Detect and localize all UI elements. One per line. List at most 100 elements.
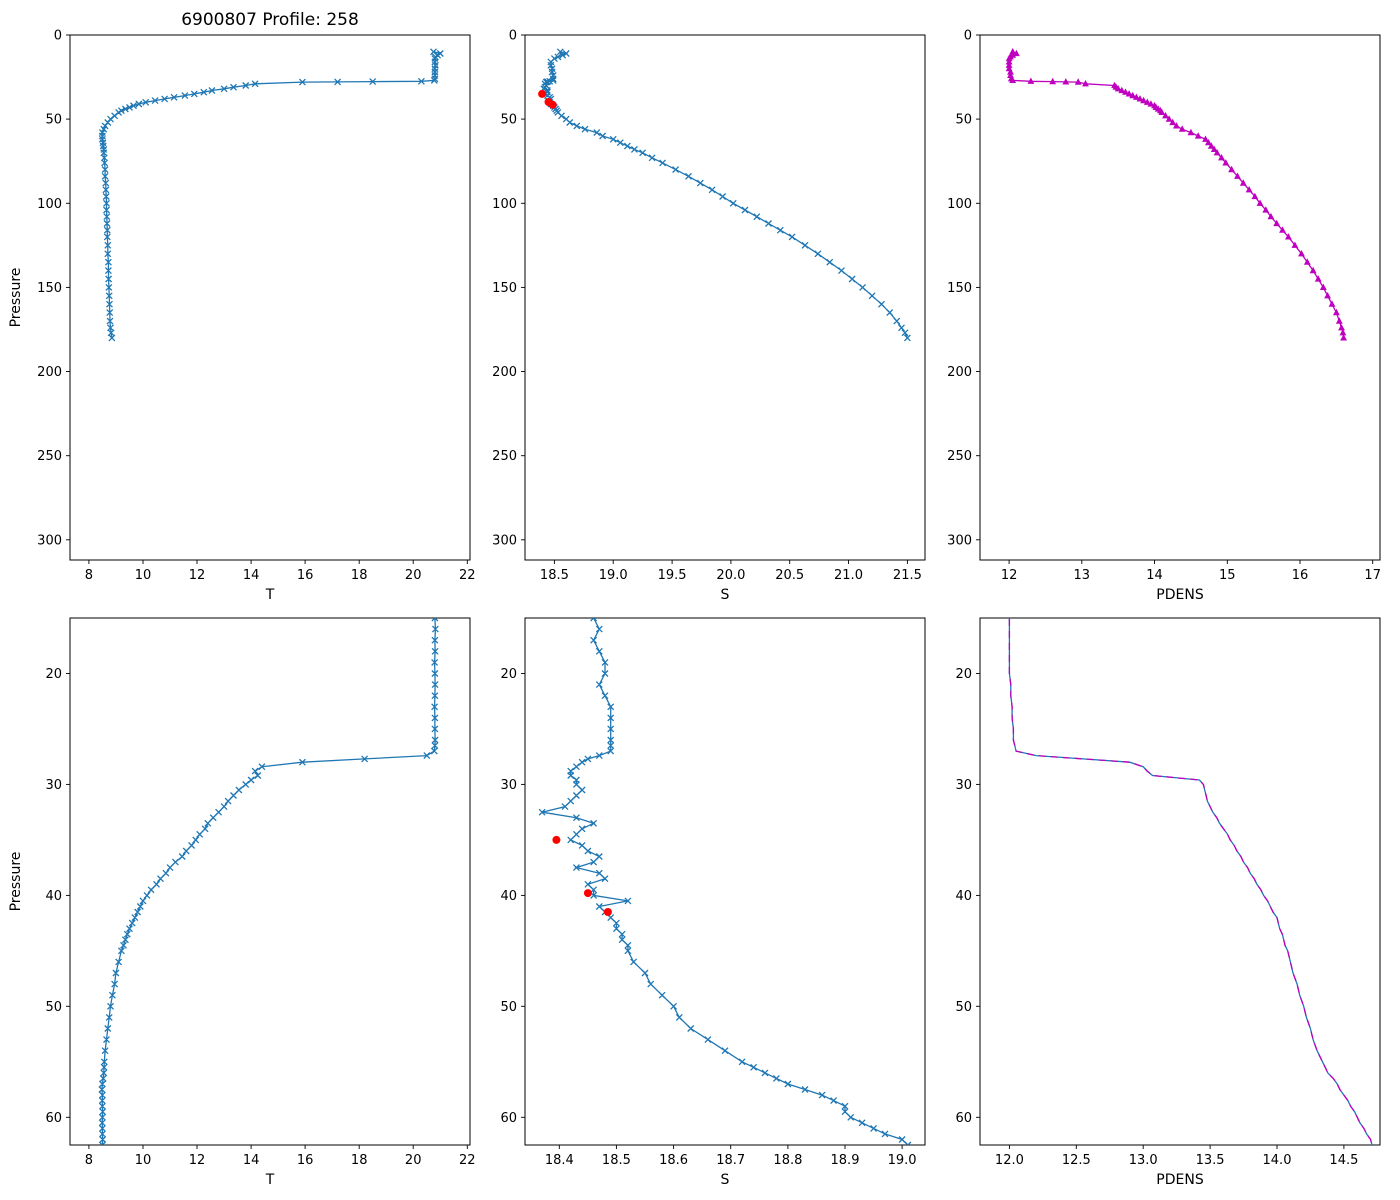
y-tick-label: 50 bbox=[45, 113, 62, 128]
y-tick-label: 30 bbox=[955, 778, 972, 793]
axes-frame bbox=[524, 34, 926, 561]
x-tick-label: 13.0 bbox=[1129, 1153, 1158, 1168]
markers-x bbox=[538, 618, 912, 1145]
x-tick-label: 19.0 bbox=[599, 568, 628, 583]
x-tick-label: 16 bbox=[297, 1153, 314, 1168]
y-tick-label: 20 bbox=[45, 667, 62, 682]
x-tick-label: 12 bbox=[189, 568, 206, 583]
y-tick-label: 50 bbox=[955, 1000, 972, 1015]
markers-triangle-up bbox=[1005, 48, 1347, 341]
x-tick-label: 13.5 bbox=[1196, 1153, 1225, 1168]
y-tick-label: 30 bbox=[500, 778, 517, 793]
panel-salinity-zoom: 18.4 18.5 18.6 18.7 18.8 18.9 19.0 20 30 40 50 60 S bbox=[500, 617, 926, 1188]
y-tick-label: 200 bbox=[947, 365, 972, 380]
marker-circle bbox=[603, 908, 612, 916]
x-tick-label: 18.6 bbox=[659, 1153, 688, 1168]
x-tick-label: 10 bbox=[135, 568, 152, 583]
y-tick-label: 60 bbox=[955, 1111, 972, 1126]
y-tick-label: 150 bbox=[492, 281, 517, 296]
y-tick-label: 150 bbox=[37, 281, 62, 296]
x-tick-label: 20 bbox=[405, 1153, 422, 1168]
series-pdens-profile bbox=[1005, 48, 1347, 341]
x-tick-label: 18.5 bbox=[540, 568, 569, 583]
x-tick-label: 12 bbox=[189, 1153, 206, 1168]
x-tick-label: 18.4 bbox=[545, 1153, 574, 1168]
x-tick-label: 18.9 bbox=[831, 1153, 860, 1168]
y-tick-label: 250 bbox=[492, 449, 517, 464]
x-tick-label: 16 bbox=[297, 568, 314, 583]
pdens-full-x-axis-label: PDENS bbox=[1156, 587, 1204, 603]
series-temperature-profile bbox=[98, 48, 444, 342]
x-tick-label: 18 bbox=[351, 568, 368, 583]
axes-frame bbox=[69, 617, 471, 1146]
axes-frame bbox=[524, 617, 926, 1146]
x-tick-label: 14.5 bbox=[1329, 1153, 1358, 1168]
x-tick-label: 18.8 bbox=[773, 1153, 802, 1168]
y-tick-label: 40 bbox=[955, 889, 972, 904]
x-tick-label: 12 bbox=[1001, 568, 1018, 583]
x-tick-label: 14 bbox=[1146, 568, 1163, 583]
salinity-zoom-x-axis-label: S bbox=[721, 1172, 730, 1188]
y-tick-label: 0 bbox=[54, 29, 62, 44]
x-tick-label: 19.5 bbox=[658, 568, 687, 583]
x-tick-label: 18.7 bbox=[716, 1153, 745, 1168]
y-tick-label: 300 bbox=[947, 533, 972, 548]
y-tick-label: 40 bbox=[45, 889, 62, 904]
panel-salinity-full: 18.5 19.0 19.5 20.0 20.5 21.0 21.5 0 50 100 150 200… bbox=[492, 29, 926, 603]
y-tick-label: 50 bbox=[500, 1000, 517, 1015]
x-tick-label: 13 bbox=[1074, 568, 1091, 583]
y-tick-label: 0 bbox=[509, 29, 517, 44]
x-tick-label: 20 bbox=[405, 568, 422, 583]
figure-title: 6900807 Profile: 258 bbox=[181, 10, 359, 30]
x-tick-label: 19.0 bbox=[888, 1153, 917, 1168]
x-tick-label: 21.5 bbox=[893, 568, 922, 583]
series-salinity-profile bbox=[540, 48, 911, 342]
x-tick-label: 18.5 bbox=[602, 1153, 631, 1168]
series-flagged-salinity-points bbox=[538, 89, 557, 109]
y-tick-label: 20 bbox=[955, 667, 972, 682]
axes-frame bbox=[69, 34, 471, 561]
y-tick-label: 50 bbox=[955, 113, 972, 128]
x-tick-label: 22 bbox=[459, 568, 476, 583]
axes-frame bbox=[979, 617, 1381, 1146]
x-tick-label: 22 bbox=[459, 1153, 476, 1168]
markers-x bbox=[98, 48, 444, 342]
temperature-full-x-axis-label: T bbox=[265, 587, 275, 603]
y-tick-label: 100 bbox=[37, 197, 62, 212]
y-tick-label: 50 bbox=[45, 1000, 62, 1015]
x-tick-label: 20.5 bbox=[775, 568, 804, 583]
y-tick-label: 300 bbox=[492, 533, 517, 548]
marker-circle bbox=[552, 835, 561, 844]
y-tick-label: 20 bbox=[500, 667, 517, 682]
x-tick-label: 14 bbox=[243, 568, 260, 583]
x-tick-label: 15 bbox=[1219, 568, 1236, 583]
x-tick-label: 8 bbox=[85, 568, 93, 583]
series-salinity-profile-zoom bbox=[538, 618, 912, 1145]
series-pdens-profile-zoom-magenta-dashed bbox=[1008, 618, 1373, 1145]
y-tick-label: 100 bbox=[492, 197, 517, 212]
y-tick-label: 300 bbox=[37, 533, 62, 548]
x-tick-label: 14.0 bbox=[1263, 1153, 1292, 1168]
panel-pdens-zoom: 12.0 12.5 13.0 13.5 14.0 14.5 20 30 40 50 60 PDENS bbox=[955, 617, 1381, 1188]
series-temperature-profile-zoom bbox=[98, 618, 439, 1145]
panel-temperature-zoom: 8 10 12 14 16 18 20 22 20 30 40 50 60 T Pressure bbox=[8, 617, 476, 1188]
y-tick-label: 40 bbox=[500, 889, 517, 904]
temperature-zoom-y-axis-label: Pressure bbox=[8, 852, 24, 912]
series-flagged-salinity-points-zoom bbox=[552, 835, 612, 916]
y-tick-label: 200 bbox=[37, 365, 62, 380]
x-tick-label: 17 bbox=[1364, 568, 1381, 583]
x-tick-label: 12.5 bbox=[1062, 1153, 1091, 1168]
y-tick-label: 0 bbox=[964, 29, 972, 44]
x-tick-label: 10 bbox=[135, 1153, 152, 1168]
x-tick-label: 21.0 bbox=[834, 568, 863, 583]
y-tick-label: 50 bbox=[500, 113, 517, 128]
panel-pdens-full: 12 13 14 15 16 17 0 50 100 150 200 250 300 PDENS bbox=[947, 29, 1381, 604]
markers-x bbox=[98, 618, 439, 1145]
temperature-full-y-axis-label: Pressure bbox=[8, 268, 24, 328]
y-tick-label: 250 bbox=[37, 449, 62, 464]
salinity-full-x-axis-label: S bbox=[721, 587, 730, 603]
temperature-zoom-x-axis-label: T bbox=[265, 1172, 275, 1188]
x-tick-label: 8 bbox=[85, 1153, 93, 1168]
